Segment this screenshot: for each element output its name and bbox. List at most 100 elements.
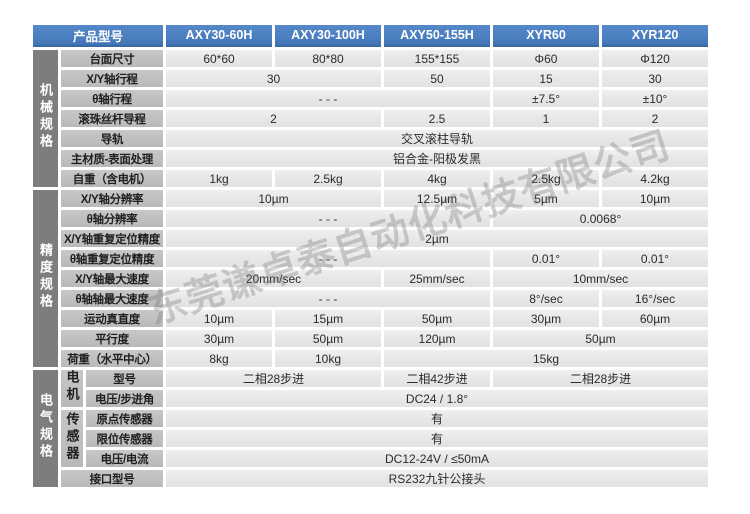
table-row: 荷重（水平中心） 8kg 10kg 15kg: [33, 350, 708, 367]
table-row: 接口型号 RS232九针公接头: [33, 470, 708, 487]
value-cell: 30µm: [493, 310, 599, 327]
value-cell: 8°/sec: [493, 290, 599, 307]
value-cell: 10mm/sec: [493, 270, 708, 287]
spec-sheet: 产品型号 AXY30-60H AXY30-100H AXY50-155H XYR…: [30, 22, 711, 490]
value-cell: 5µm: [493, 190, 599, 207]
value-cell: 12.5µm: [384, 190, 490, 207]
value-cell: 0.01°: [493, 250, 599, 267]
row-label: 导轨: [61, 130, 163, 147]
table-row: 机械规格 台面尺寸 60*60 80*80 155*155 Φ60 Φ120: [33, 50, 708, 187]
value-cell: 2.5kg: [493, 170, 599, 187]
value-cell: 60µm: [602, 310, 708, 327]
value-cell: 铝合金-阳极发黑: [166, 150, 708, 167]
table-row: 自重（含电机） 1kg 2.5kg 4kg 2.5kg 4.2kg: [33, 170, 708, 187]
table-row: 精度规格 X/Y轴分辨率 10µm 12.5µm 5µm 10µm: [33, 190, 708, 367]
value-cell: 10µm: [166, 190, 381, 207]
row-label: 电压/电流: [86, 450, 163, 467]
value-cell: 4.2kg: [602, 170, 708, 187]
table-row: 导轨 交叉滚柱导轨: [33, 130, 708, 147]
value-cell: 1: [493, 110, 599, 127]
value-cell: 155*155: [384, 50, 490, 67]
value-cell: 二相28步进: [166, 370, 381, 387]
group-electrical-label: 电气规格: [38, 393, 53, 461]
product-model-header: 产品型号: [33, 25, 163, 47]
value-cell: 4kg: [384, 170, 490, 187]
row-label: 限位传感器: [86, 430, 163, 447]
value-cell: 60*60: [166, 50, 272, 67]
group-mechanical-label: 机械规格: [38, 83, 53, 151]
value-cell: 30: [602, 70, 708, 87]
row-label: 电压/步进角: [86, 390, 163, 407]
value-cell: 10µm: [602, 190, 708, 207]
value-cell: 10kg: [275, 350, 381, 367]
value-cell: 16°/sec: [602, 290, 708, 307]
model-header-2: AXY30-100H: [275, 25, 381, 47]
row-label: 原点传感器: [86, 410, 163, 427]
value-cell: 120µm: [384, 330, 490, 347]
value-cell: Φ60: [493, 50, 599, 67]
value-cell: - - -: [166, 250, 490, 267]
value-cell: 2µm: [166, 230, 708, 247]
value-cell: 有: [166, 430, 708, 447]
table-row: θ轴行程 - - - ±7.5° ±10°: [33, 90, 708, 107]
row-label: X/Y轴行程: [61, 70, 163, 87]
value-cell: ±7.5°: [493, 90, 599, 107]
table-row: 平行度 30µm 50µm 120µm 50µm: [33, 330, 708, 347]
table-row: 电压/步进角 DC24 / 1.8°: [33, 390, 708, 407]
value-cell: 15kg: [384, 350, 708, 367]
value-cell: - - -: [166, 90, 490, 107]
table-row: 传感器 原点传感器 有: [33, 410, 708, 467]
value-cell: 50: [384, 70, 490, 87]
value-cell: Φ120: [602, 50, 708, 67]
value-cell: DC12-24V / ≤50mA: [166, 450, 708, 467]
row-label: X/Y轴重复定位精度: [61, 230, 163, 247]
value-cell: 二相42步进: [384, 370, 490, 387]
value-cell: 50µm: [384, 310, 490, 327]
group-precision-label: 精度规格: [38, 243, 53, 311]
value-cell: 2.5: [384, 110, 490, 127]
value-cell: DC24 / 1.8°: [166, 390, 708, 407]
row-label: 平行度: [61, 330, 163, 347]
row-label: θ轴重复定位精度: [61, 250, 163, 267]
value-cell: RS232九针公接头: [166, 470, 708, 487]
model-header-4: XYR60: [493, 25, 599, 47]
value-cell: - - -: [166, 210, 490, 227]
table-row: θ轴重复定位精度 - - - 0.01° 0.01°: [33, 250, 708, 267]
table-row: X/Y轴最大速度 20mm/sec 25mm/sec 10mm/sec: [33, 270, 708, 287]
row-label: 荷重（水平中心）: [61, 350, 163, 367]
table-row: 滚珠丝杆导程 2 2.5 1 2: [33, 110, 708, 127]
value-cell: 25mm/sec: [384, 270, 490, 287]
row-label: X/Y轴分辨率: [61, 190, 163, 207]
value-cell: 50µm: [493, 330, 708, 347]
value-cell: ±10°: [602, 90, 708, 107]
table-row: 主材质-表面处理 铝合金-阳极发黑: [33, 150, 708, 167]
group-precision: 精度规格: [33, 190, 58, 367]
row-label: X/Y轴最大速度: [61, 270, 163, 287]
row-label: 自重（含电机）: [61, 170, 163, 187]
table-row: X/Y轴行程 30 50 15 30: [33, 70, 708, 87]
table-row: θ轴轴最大速度 - - - 8°/sec 16°/sec: [33, 290, 708, 307]
subgroup-motor: 电机: [61, 370, 83, 407]
value-cell: 20mm/sec: [166, 270, 381, 287]
row-label: 主材质-表面处理: [61, 150, 163, 167]
value-cell: 有: [166, 410, 708, 427]
row-label: 型号: [86, 370, 163, 387]
value-cell: 0.0068°: [493, 210, 708, 227]
value-cell: 30: [166, 70, 381, 87]
value-cell: 交叉滚柱导轨: [166, 130, 708, 147]
table-row: X/Y轴重复定位精度 2µm: [33, 230, 708, 247]
model-header-1: AXY30-60H: [166, 25, 272, 47]
value-cell: 8kg: [166, 350, 272, 367]
value-cell: 15µm: [275, 310, 381, 327]
value-cell: 2: [602, 110, 708, 127]
table-row: 电气规格 电机 型号 二相28步进 二相42步进 二相28步进: [33, 370, 708, 487]
row-label: 接口型号: [61, 470, 163, 487]
subgroup-motor-label: 电机: [64, 370, 80, 404]
value-cell: 10µm: [166, 310, 272, 327]
spec-table: 产品型号 AXY30-60H AXY30-100H AXY50-155H XYR…: [30, 22, 711, 490]
value-cell: 二相28步进: [493, 370, 708, 387]
value-cell: 80*80: [275, 50, 381, 67]
group-mechanical: 机械规格: [33, 50, 58, 187]
row-label: 台面尺寸: [61, 50, 163, 67]
row-label: θ轴分辨率: [61, 210, 163, 227]
